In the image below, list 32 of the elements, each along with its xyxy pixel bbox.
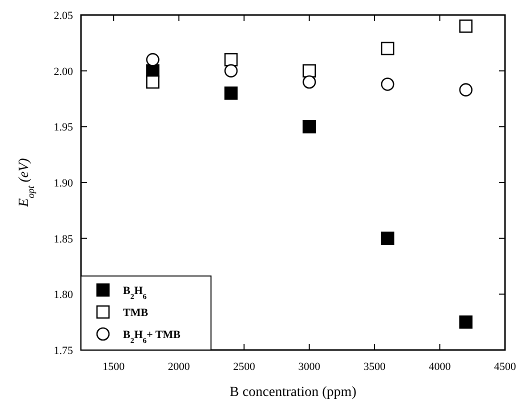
point (302, 120, 316, 134)
x-tick-label: 2500 (233, 361, 256, 373)
point (224, 86, 238, 100)
legend-label: TMB (123, 307, 149, 319)
point (302, 75, 316, 89)
x-tick-label: 4500 (494, 361, 516, 373)
y-tick-label: 2.05 (54, 10, 74, 22)
point (302, 64, 316, 78)
point (459, 20, 473, 33)
y-tick-label: 1.90 (54, 178, 74, 190)
point (380, 78, 394, 91)
point (146, 75, 160, 89)
x-tick-label: 1500 (102, 361, 126, 373)
y-tick-label: 1.95 (54, 122, 74, 134)
y-tick-label: 1.80 (54, 289, 74, 302)
x-tick-label: 2000 (168, 361, 190, 373)
y-tick-label: 2.00 (54, 66, 74, 78)
y-tick-label: 1.75 (54, 345, 74, 357)
legend-label: B$_{2}$H$_{6}$ (123, 285, 147, 300)
x-tick-label: 3000 (298, 361, 321, 373)
point (224, 64, 238, 78)
point (224, 53, 238, 66)
x-tick-label: 4000 (428, 361, 452, 373)
point (459, 83, 473, 96)
x-axis-title: B concentration (ppm) (230, 385, 357, 400)
point (459, 315, 473, 329)
legend-label: B$_{2}$H$_{6}$+ TMB (123, 329, 182, 344)
point (380, 42, 394, 56)
y-tick-label: 1.85 (54, 233, 74, 246)
point (146, 53, 160, 66)
x-tick-label: 3500 (364, 361, 386, 373)
point (380, 232, 394, 245)
